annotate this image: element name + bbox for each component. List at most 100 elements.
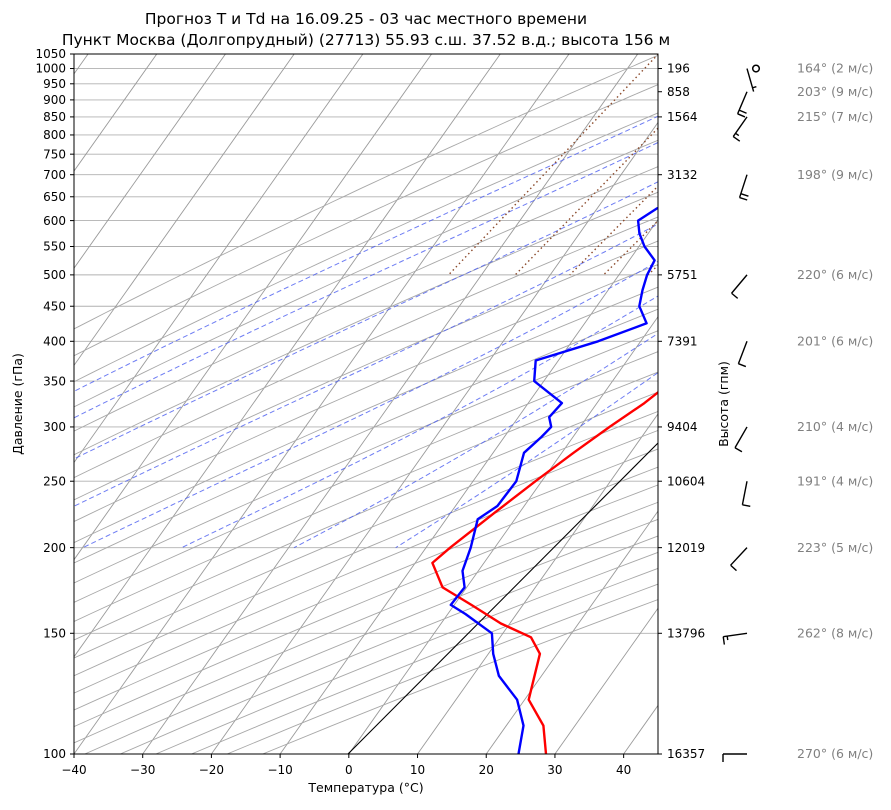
wind-barb (731, 548, 747, 571)
dry-adiabat (0, 54, 870, 754)
x-tick-label: 0 (345, 763, 353, 777)
y-tick-label: 350 (43, 374, 66, 388)
isotherm (211, 54, 706, 754)
y-tick-label: 1000 (35, 62, 66, 76)
wind-barb (742, 481, 750, 506)
height-axis-label: Высота (гпм) (716, 361, 731, 447)
x-axis-ticks: −40 −30 −20 −10 0 10 20 30 40 (61, 754, 631, 777)
y-tick-label: 400 (43, 335, 66, 349)
height-axis-ticks: 16357 13796 12019 10604 9404 7391 5751 3132 1564… (658, 62, 705, 761)
moist-adiabat (0, 54, 837, 548)
wind-label: 220° (6 м/с) (797, 267, 873, 282)
mixing-ratio-line (604, 54, 826, 275)
dry-adiabats (0, 54, 891, 754)
height-tick-label: 3132 (667, 168, 698, 182)
y-tick-label: 750 (43, 147, 66, 161)
y-tick-label: 500 (43, 268, 66, 282)
height-tick-label: 5751 (667, 268, 698, 282)
mixing-ratio-line (515, 54, 730, 275)
moist-adiabat (182, 54, 891, 548)
wind-label: 203° (9 м/с) (797, 84, 873, 99)
wind-barb (733, 117, 747, 141)
wind-barb-flag (742, 505, 750, 507)
wind-barb-shaft (731, 548, 747, 566)
y-tick-label: 650 (43, 190, 66, 204)
wind-barb-shaft (732, 275, 747, 293)
y-tick-label: 450 (43, 299, 66, 313)
wind-barb-shaft (738, 341, 747, 363)
isotherm (349, 54, 844, 754)
wind-label: 262° (8 м/с) (797, 625, 873, 640)
y-tick-label: 250 (43, 474, 66, 488)
wind-label: 201° (6 м/с) (797, 334, 873, 349)
x-tick-label: 30 (547, 763, 562, 777)
y-tick-label: 700 (43, 168, 66, 182)
wind-label: 198° (9 м/с) (797, 167, 873, 182)
wind-barb (723, 633, 747, 644)
pressure-gridlines (74, 54, 658, 754)
wind-label: 215° (7 м/с) (797, 109, 873, 124)
wind-barb-half-flag (753, 87, 757, 88)
wind-barb (747, 65, 759, 91)
y-tick-label: 150 (43, 626, 66, 640)
isotherm (0, 54, 225, 754)
dry-adiabat (192, 54, 891, 754)
wind-barb-flag (741, 194, 749, 196)
wind-barb-flag (740, 198, 748, 200)
height-tick-label: 9404 (667, 420, 698, 434)
height-tick-label: 196 (667, 62, 690, 76)
wind-barb-flag (735, 448, 742, 452)
moist-adiabat (0, 54, 891, 548)
parcel-path (348, 443, 658, 754)
wind-barb-flag (739, 110, 746, 113)
wind-label: 191° (4 м/с) (797, 473, 873, 488)
y-tick-label: 200 (43, 541, 66, 555)
y-tick-label: 950 (43, 77, 66, 91)
x-tick-label: 20 (479, 763, 494, 777)
plot-area (0, 54, 891, 754)
y-tick-label: 1050 (35, 47, 66, 61)
dry-adiabat (0, 54, 801, 754)
wind-barb-half-flag (727, 636, 728, 640)
x-tick-label: −30 (130, 763, 155, 777)
wind-label: 223° (5 м/с) (797, 540, 873, 555)
wind-label: 270° (6 м/с) (797, 746, 873, 761)
wind-barb-flag (723, 637, 724, 645)
height-tick-label: 10604 (667, 474, 705, 488)
isotherm (624, 54, 891, 754)
x-axis-label: Температура (°C) (307, 780, 423, 795)
height-tick-label: 13796 (667, 626, 705, 640)
wind-barb-flag (738, 114, 745, 117)
y-tick-label: 300 (43, 420, 66, 434)
wind-label: 210° (4 м/с) (797, 419, 873, 434)
chart-subtitle: Пункт Москва (Долгопрудный) (27713) 55.9… (62, 31, 670, 49)
wind-barb-shaft (735, 427, 747, 448)
moist-adiabat (0, 54, 891, 548)
y-tick-label: 900 (43, 93, 66, 107)
y-tick-label: 550 (43, 240, 66, 254)
wind-barb (738, 92, 747, 117)
height-tick-label: 1564 (667, 110, 698, 124)
x-tick-label: −20 (199, 763, 224, 777)
dry-adiabat (120, 54, 891, 754)
dry-adiabat (0, 54, 891, 754)
x-tick-label: −10 (267, 763, 292, 777)
height-tick-label: 16357 (667, 747, 705, 761)
y-axis-ticks: 1050100095090085080075070065060055050045… (35, 47, 74, 761)
wind-barb (735, 427, 747, 452)
wind-barb (723, 754, 747, 762)
wind-barb-flag (733, 137, 740, 142)
wind-barb-shaft (742, 481, 747, 505)
isotherm (74, 54, 569, 754)
x-tick-label: 10 (410, 763, 425, 777)
x-tick-label: 40 (616, 763, 631, 777)
wind-barb (738, 341, 747, 366)
x-tick-label: −40 (61, 763, 86, 777)
dry-adiabat (49, 54, 891, 754)
wind-barb (732, 275, 747, 299)
height-tick-label: 12019 (667, 541, 705, 555)
height-tick-label: 7391 (667, 335, 698, 349)
wind-barb-flag (738, 364, 745, 367)
dry-adiabat (156, 54, 891, 754)
chart-title: Прогноз T и Td на 16.09.25 - 03 час мест… (145, 10, 587, 28)
